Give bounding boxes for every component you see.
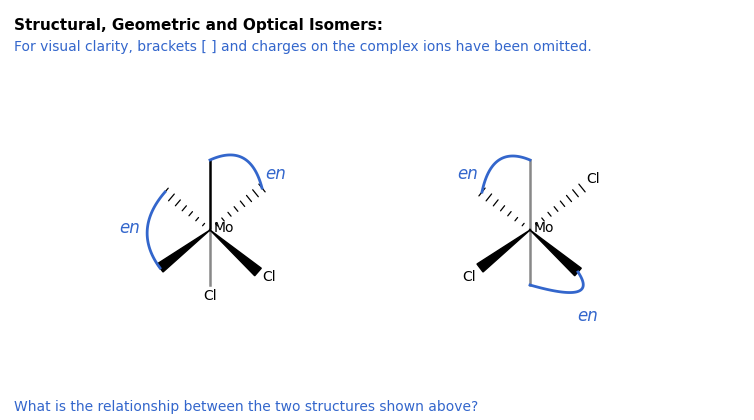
Text: Cl: Cl <box>462 270 476 284</box>
Text: Mo: Mo <box>534 221 554 235</box>
Polygon shape <box>210 230 262 276</box>
Polygon shape <box>530 230 581 276</box>
Text: What is the relationship between the two structures shown above?: What is the relationship between the two… <box>14 400 478 414</box>
Text: Mo: Mo <box>214 221 234 235</box>
Text: en: en <box>265 165 286 183</box>
Text: Structural, Geometric and Optical Isomers:: Structural, Geometric and Optical Isomer… <box>14 18 383 33</box>
Text: Cl: Cl <box>586 172 599 186</box>
Polygon shape <box>157 230 210 272</box>
Polygon shape <box>477 230 530 272</box>
Text: en: en <box>457 165 478 183</box>
Text: en: en <box>120 219 140 237</box>
Text: For visual clarity, brackets [ ] and charges on the complex ions have been omitt: For visual clarity, brackets [ ] and cha… <box>14 40 592 54</box>
Text: Cl: Cl <box>262 270 276 284</box>
Text: Cl: Cl <box>203 289 217 303</box>
Text: en: en <box>578 307 599 325</box>
